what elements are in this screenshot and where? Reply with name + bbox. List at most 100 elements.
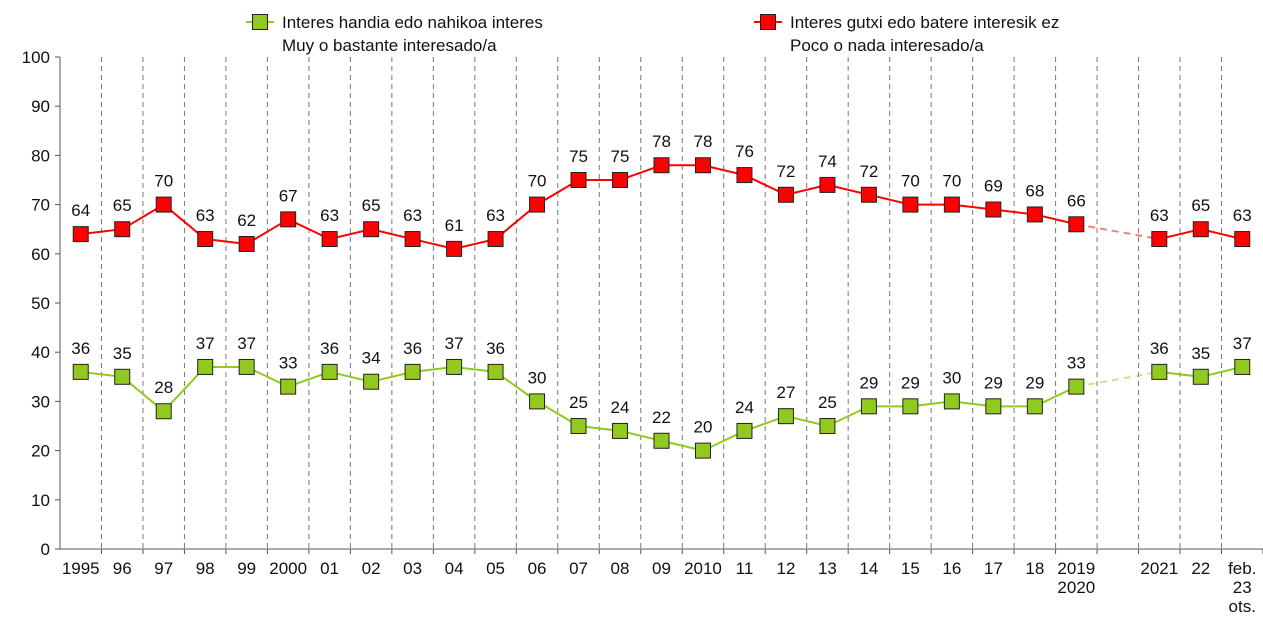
data-label: 34 [362, 349, 381, 368]
point-marker [570, 418, 587, 434]
x-tick-label: 2019 2020 [1057, 559, 1095, 597]
x-tick-label: 18 [1025, 559, 1044, 578]
y-tick-label: 60 [31, 245, 50, 264]
point-marker [114, 368, 131, 385]
y-tick-label: 70 [31, 196, 50, 215]
y-tick-label: 50 [31, 294, 50, 313]
point-marker [280, 211, 297, 228]
data-label: 37 [445, 334, 464, 353]
point-marker [985, 201, 1002, 218]
point-marker [777, 408, 794, 425]
data-label: 63 [403, 206, 422, 225]
point-marker [1234, 358, 1251, 375]
data-label: 61 [445, 216, 464, 235]
data-label: 75 [611, 147, 630, 166]
point-marker [860, 186, 877, 203]
data-label: 76 [735, 142, 754, 161]
point-marker [72, 363, 89, 380]
data-label: 29 [901, 373, 920, 392]
data-label: 36 [71, 339, 90, 358]
x-tick-label: feb. 23 ots. [1228, 559, 1256, 616]
point-marker [321, 363, 338, 380]
data-label: 70 [942, 172, 961, 191]
point-marker [819, 418, 836, 434]
data-label: 78 [694, 132, 713, 151]
point-marker [72, 226, 89, 243]
point-marker [860, 398, 877, 415]
point-marker [943, 393, 960, 410]
data-label: 75 [569, 147, 588, 166]
point-marker [612, 422, 629, 439]
data-label: 20 [694, 418, 713, 437]
data-label: 70 [901, 172, 920, 191]
legend-label: Interes handia edo nahikoa interes Muy o … [282, 13, 543, 55]
point-marker [1151, 231, 1168, 248]
x-tick-label: 97 [154, 559, 173, 578]
data-label: 35 [1191, 344, 1210, 363]
x-tick-label: 2021 [1140, 559, 1178, 578]
x-tick-label: 2000 [269, 559, 307, 578]
x-tick-label: 14 [859, 559, 878, 578]
point-marker [1026, 206, 1043, 223]
x-tick-label: 01 [320, 559, 339, 578]
x-tick-label: 06 [528, 559, 547, 578]
data-label: 37 [196, 334, 215, 353]
data-label: 22 [652, 408, 671, 427]
data-label: 74 [818, 152, 837, 171]
x-tick-label: 1995 [62, 559, 100, 578]
data-label: 27 [776, 383, 795, 402]
x-tick-label: 12 [776, 559, 795, 578]
x-tick-label: 16 [942, 559, 961, 578]
data-label: 36 [320, 339, 339, 358]
point-marker [777, 186, 794, 203]
data-label: 24 [611, 398, 630, 417]
point-marker [1068, 216, 1085, 233]
point-marker [446, 240, 463, 257]
data-label: 65 [362, 196, 381, 215]
point-marker [321, 231, 338, 248]
gap-connector [1076, 223, 1160, 241]
data-label: 70 [528, 172, 547, 191]
data-label: 65 [1191, 196, 1210, 215]
data-label: 37 [237, 334, 256, 353]
data-label: 35 [113, 344, 132, 363]
point-marker [487, 363, 504, 380]
data-label: 29 [984, 373, 1003, 392]
x-tick-label: 15 [901, 559, 920, 578]
data-label: 30 [528, 368, 547, 387]
y-tick-label: 40 [31, 343, 50, 362]
legend-label: Interes gutxi edo batere interesik ez Poc… [790, 13, 1059, 55]
point-marker [238, 235, 255, 252]
point-marker [1192, 221, 1209, 238]
point-marker [238, 358, 255, 375]
x-tick-label: 02 [362, 559, 381, 578]
data-label: 66 [1067, 191, 1086, 210]
x-tick-label: 13 [818, 559, 837, 578]
data-label: 63 [1233, 206, 1252, 225]
x-tick-label: 09 [652, 559, 671, 578]
x-tick-label: 11 [736, 559, 754, 578]
data-label: 30 [942, 368, 961, 387]
data-label: 36 [486, 339, 505, 358]
point-marker [902, 398, 919, 415]
data-label: 25 [569, 393, 588, 412]
data-label: 36 [1150, 339, 1169, 358]
point-marker [943, 196, 960, 213]
data-label: 68 [1025, 181, 1044, 200]
point-marker [404, 363, 421, 380]
data-label: 29 [859, 373, 878, 392]
point-marker [694, 157, 711, 174]
data-label: 63 [1150, 206, 1169, 225]
data-label: 37 [1233, 334, 1252, 353]
x-tick-label: 17 [984, 559, 1003, 578]
x-tick-label: 99 [237, 559, 256, 578]
data-label: 70 [154, 172, 173, 191]
data-label: 28 [154, 378, 173, 397]
point-marker [404, 231, 421, 248]
data-label: 67 [279, 186, 298, 205]
point-marker [114, 221, 131, 238]
point-marker [529, 393, 546, 410]
point-marker [155, 403, 172, 420]
x-tick-label: 07 [569, 559, 588, 578]
point-marker [155, 196, 172, 213]
